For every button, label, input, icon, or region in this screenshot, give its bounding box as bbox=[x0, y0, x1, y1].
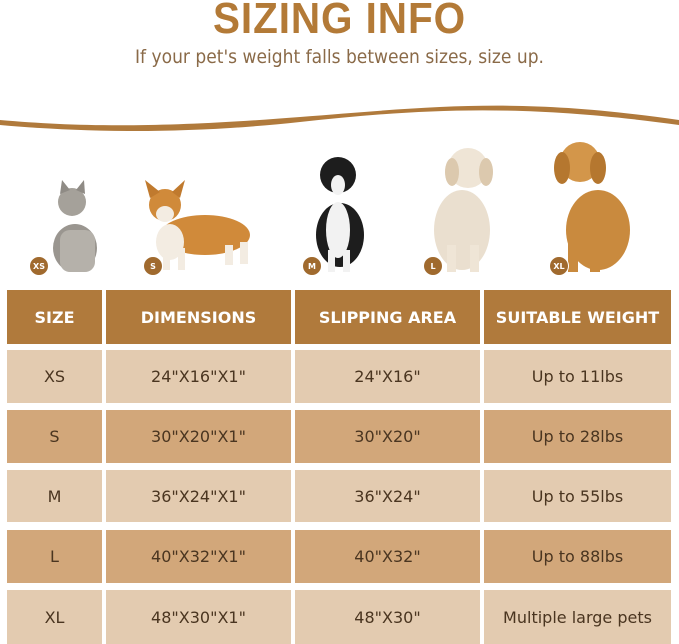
size-badge-m: M bbox=[302, 256, 322, 276]
cell-size: M bbox=[7, 470, 102, 522]
cell-suitable-weight: Up to 11lbs bbox=[484, 350, 671, 403]
cell-dimensions: 40"X32"X1" bbox=[106, 530, 291, 583]
cell-slipping-area: 40"X32" bbox=[295, 530, 480, 583]
border-collie-icon bbox=[316, 157, 364, 272]
column-header-dimensions: DIMENSIONS bbox=[106, 290, 291, 344]
cell-suitable-weight: Up to 55lbs bbox=[484, 470, 671, 522]
cell-suitable-weight: Multiple large pets bbox=[484, 590, 671, 644]
cell-dimensions: 30"X20"X1" bbox=[106, 410, 291, 463]
cell-slipping-area: 36"X24" bbox=[295, 470, 480, 522]
corgi-icon bbox=[145, 180, 250, 270]
labrador-icon bbox=[434, 148, 493, 272]
pet-illustrations: XS S M L XL bbox=[0, 130, 679, 280]
subtitle: If your pet's weight falls between sizes… bbox=[135, 46, 544, 68]
size-badge-xl: XL bbox=[549, 256, 569, 276]
cell-dimensions: 36"X24"X1" bbox=[106, 470, 291, 522]
column-header-size: SIZE bbox=[7, 290, 102, 344]
cell-slipping-area: 24"X16" bbox=[295, 350, 480, 403]
cell-size: XL bbox=[7, 590, 102, 644]
cell-size: L bbox=[7, 530, 102, 583]
cell-size: S bbox=[7, 410, 102, 463]
column-header-suitable-weight: SUITABLE WEIGHT bbox=[484, 290, 671, 344]
cell-suitable-weight: Up to 88lbs bbox=[484, 530, 671, 583]
golden-retriever-icon bbox=[554, 142, 630, 272]
size-badge-s: S bbox=[143, 256, 163, 276]
cell-dimensions: 48"X30"X1" bbox=[106, 590, 291, 644]
size-badge-l: L bbox=[423, 256, 443, 276]
cat-icon bbox=[53, 180, 97, 272]
cell-size: XS bbox=[7, 350, 102, 403]
cell-dimensions: 24"X16"X1" bbox=[106, 350, 291, 403]
column-header-slipping-area: SLIPPING AREA bbox=[295, 290, 480, 344]
wave-divider bbox=[0, 105, 679, 131]
page-title: SIZING INFO bbox=[213, 0, 466, 43]
cell-slipping-area: 48"X30" bbox=[295, 590, 480, 644]
size-badge-xs: XS bbox=[29, 256, 49, 276]
cell-suitable-weight: Up to 28lbs bbox=[484, 410, 671, 463]
cell-slipping-area: 30"X20" bbox=[295, 410, 480, 463]
